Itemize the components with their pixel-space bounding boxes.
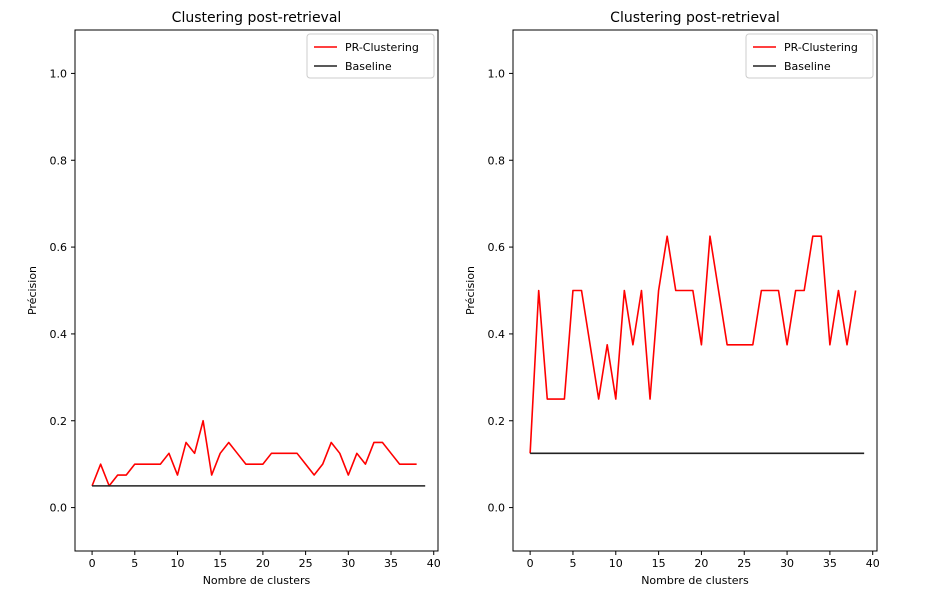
chart-2-x-tick-label: 30 (780, 557, 794, 570)
chart-2-y-tick-label: 0.0 (488, 502, 506, 515)
chart-1-y-tick-label: 0.0 (50, 502, 68, 515)
chart-2-x-axis-label: Nombre de clusters (641, 574, 749, 587)
chart-1-x-tick-label: 40 (427, 557, 441, 570)
chart-2-y-tick-label: 0.2 (488, 415, 506, 428)
chart-1-x-tick-label: 35 (384, 557, 398, 570)
chart-1-x-tick-label: 10 (170, 557, 184, 570)
chart-1-y-tick-label: 0.4 (50, 328, 68, 341)
chart-2-x-tick-label: 20 (694, 557, 708, 570)
chart-1-legend-label-baseline: Baseline (345, 60, 392, 73)
chart-2-legend-label-pr-clustering: PR-Clustering (784, 41, 858, 54)
chart-1-plot-frame (74, 29, 439, 552)
chart-1-series-pr-clustering-line (91, 419, 417, 487)
chart-1-y-tick-label: 0.6 (50, 241, 68, 254)
chart-1-y-tick-label: 0.2 (50, 415, 68, 428)
chart-1-legend: PR-Clustering Baseline (306, 33, 435, 79)
chart-1-x-tick-label: 30 (341, 557, 355, 570)
chart-1-x-tick-label: 5 (131, 557, 138, 570)
chart-1-legend-box (306, 33, 435, 79)
chart-2-y-tick-label: 1.0 (488, 67, 506, 80)
chart-2-legend: PR-Clustering Baseline (745, 33, 874, 79)
chart-1-y-tick-label: 0.8 (50, 154, 68, 167)
chart-1-x-tick-label: 0 (89, 557, 96, 570)
chart-2-x-tick-label: 40 (866, 557, 880, 570)
chart-2-x-tick-label: 0 (527, 557, 534, 570)
chart-2-series-pr-clustering-line (529, 235, 857, 454)
chart-1-y-axis-label: Précision (26, 266, 39, 315)
chart-1-x-tick-label: 25 (299, 557, 313, 570)
chart-2-x-tick-label: 5 (569, 557, 576, 570)
chart-1-title: Clustering post-retrieval (172, 10, 342, 26)
chart-1-y-tick-label: 1.0 (50, 67, 68, 80)
chart-2-y-tick-label: 0.4 (488, 328, 506, 341)
chart-2-y-axis-label: Précision (464, 266, 477, 315)
chart-2-plot-frame (512, 29, 878, 552)
chart-1-x-tick-label: 15 (213, 557, 227, 570)
chart-2-legend-box (745, 33, 874, 79)
chart-2-x-tick-label: 15 (652, 557, 666, 570)
chart-2-title: Clustering post-retrieval (610, 10, 780, 26)
chart-2-x-tick-label: 25 (737, 557, 751, 570)
chart-2-x-tick-label: 10 (609, 557, 623, 570)
chart-1-x-tick-label: 20 (256, 557, 270, 570)
chart-2-y-tick-label: 0.6 (488, 241, 506, 254)
chart-2-y-tick-label: 0.8 (488, 154, 506, 167)
chart-1-legend-label-pr-clustering: PR-Clustering (345, 41, 419, 54)
chart-2-x-tick-label: 35 (823, 557, 837, 570)
chart-2-legend-label-baseline: Baseline (784, 60, 831, 73)
chart-1-x-axis-label: Nombre de clusters (203, 574, 311, 587)
chart-1: Clustering post-retrieval 0 5 10 15 20 25 30 35 4… (26, 10, 441, 587)
chart-2: Clustering post-retrieval 0 5 10 15 20 25 30 35 4… (464, 10, 880, 587)
